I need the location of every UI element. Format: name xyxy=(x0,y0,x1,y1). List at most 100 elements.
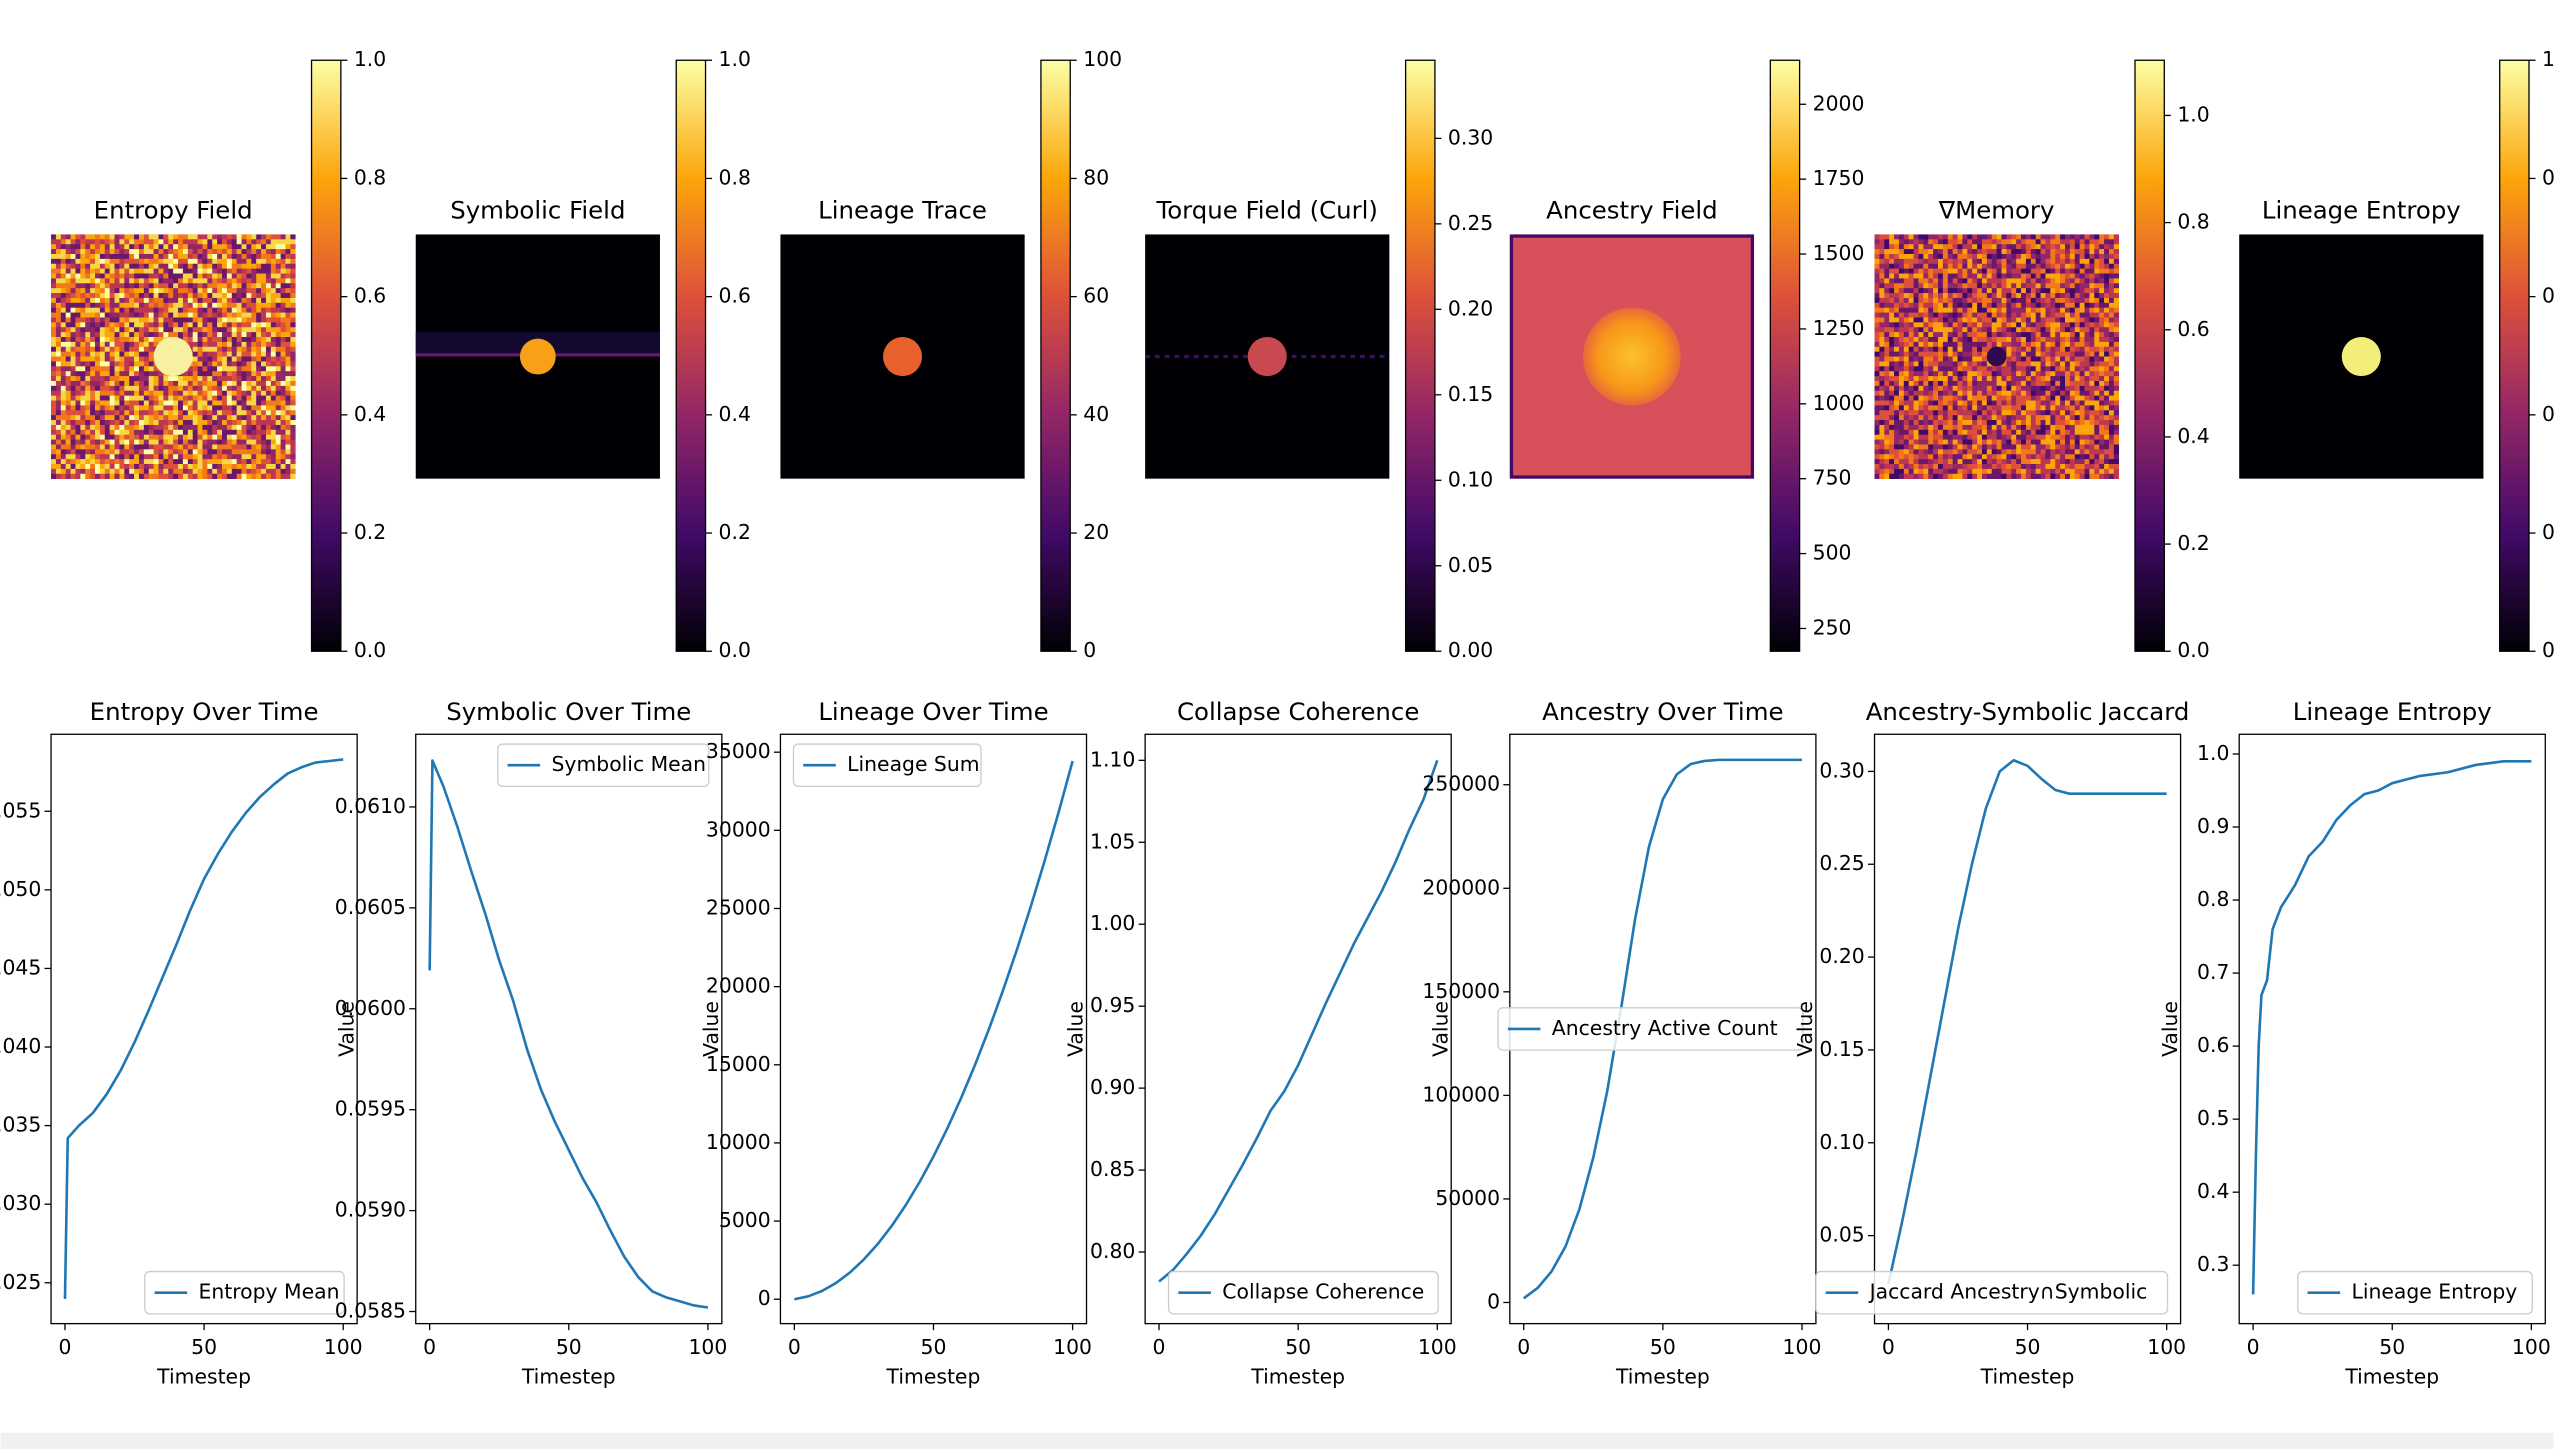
heatmap-cell xyxy=(1908,420,1914,426)
heatmap-cell xyxy=(270,468,277,475)
heatmap-cell xyxy=(2104,351,2110,357)
heatmap-cell xyxy=(138,273,145,279)
heatmap-cell xyxy=(265,468,272,475)
heatmap-cell xyxy=(212,341,218,348)
heatmap-cell xyxy=(99,376,106,382)
heatmap-cell xyxy=(85,410,91,416)
heatmap-cell xyxy=(1977,380,1983,387)
heatmap-cell xyxy=(221,400,228,406)
heatmap-cell xyxy=(197,459,203,465)
heatmap-cell xyxy=(246,356,252,362)
heatmap-cell xyxy=(2104,366,2110,372)
heatmap-cell xyxy=(2040,332,2046,338)
colorbar-tick-label: 0.8 xyxy=(354,165,386,189)
heatmap-cell xyxy=(114,410,120,416)
heatmap-cell xyxy=(114,332,120,338)
heatmap-cell xyxy=(280,283,286,289)
heatmap-cell xyxy=(119,454,125,460)
heatmap-cell xyxy=(99,317,106,323)
heatmap-cell xyxy=(1903,346,1910,352)
heatmap-cell xyxy=(2113,263,2120,269)
heatmap-cell xyxy=(1903,337,1910,343)
heatmap-cell xyxy=(1903,410,1910,416)
heatmap-cell xyxy=(241,459,247,465)
heatmap-cell xyxy=(207,278,213,284)
heatmap-cell xyxy=(221,464,228,470)
heatmap-cell xyxy=(236,253,242,260)
heatmap-cell xyxy=(1898,312,1905,318)
heatmap-cell xyxy=(163,278,169,284)
heatmap-cell xyxy=(70,258,76,265)
heatmap-cell xyxy=(197,410,203,416)
heatmap-cell xyxy=(124,468,130,475)
heatmap-cell xyxy=(236,459,242,465)
heatmap-cell xyxy=(114,356,120,362)
heatmap-cell xyxy=(1903,415,1910,421)
heatmap-cell xyxy=(124,283,130,289)
heatmap-cell xyxy=(158,273,164,279)
heatmap-cell xyxy=(217,293,223,299)
heatmap-cell xyxy=(2074,293,2080,299)
heatmap-cell xyxy=(143,332,150,338)
heatmap-cell xyxy=(124,410,130,416)
colorbar xyxy=(1769,59,1801,652)
heatmap-cell xyxy=(270,302,277,309)
heatmap-cell xyxy=(1972,444,1978,450)
heatmap-cell xyxy=(226,434,233,440)
heatmap-cell xyxy=(1889,263,1895,269)
heatmap-cell xyxy=(2104,390,2110,396)
heatmap-cell xyxy=(2113,371,2120,377)
heatmap-cell xyxy=(1918,410,1924,416)
heatmap-cell xyxy=(192,444,198,450)
heatmap-cell xyxy=(1996,410,2002,416)
heatmap-cell xyxy=(1928,439,1934,445)
heatmap-cell xyxy=(265,415,272,421)
heatmap-cell xyxy=(60,273,67,279)
heatmap-cell xyxy=(226,395,233,401)
heatmap-cell xyxy=(256,322,262,328)
heatmap-cell xyxy=(1879,420,1885,426)
heatmap-cell xyxy=(2069,258,2076,265)
heatmap-cell xyxy=(212,395,218,401)
heatmap-cell xyxy=(104,405,110,411)
heatmap-cell xyxy=(236,317,242,323)
heatmap-cell xyxy=(265,405,272,411)
heatmap-cell xyxy=(2006,380,2012,387)
heatmap-cell xyxy=(1913,454,1919,460)
heatmap-cell xyxy=(114,253,120,260)
heatmap-cell xyxy=(1986,312,1993,318)
heatmap-cell xyxy=(2108,371,2115,377)
heatmap-cell xyxy=(217,444,223,450)
heatmap-cell xyxy=(192,297,198,304)
heatmap-cell xyxy=(70,356,76,362)
heatmap-cell xyxy=(1879,376,1885,382)
heatmap-cell xyxy=(207,263,213,269)
heatmap-cell xyxy=(2035,278,2041,284)
heatmap-cell xyxy=(256,410,262,416)
heatmap-cell xyxy=(85,249,91,255)
heatmap-cell xyxy=(99,278,106,284)
heatmap-cell xyxy=(129,376,135,382)
heatmap-cell xyxy=(2099,273,2105,279)
heatmap-cell xyxy=(2045,415,2051,421)
heatmap-cell xyxy=(1991,429,1997,436)
heatmap-cell xyxy=(2064,449,2071,455)
heatmap-cell xyxy=(51,424,57,431)
heatmap-cell xyxy=(134,459,140,465)
heatmap-cell xyxy=(168,410,174,416)
heatmap-cell xyxy=(261,273,267,279)
heatmap-cell xyxy=(2074,371,2080,377)
heatmap-cell xyxy=(2030,356,2037,362)
heatmap-cell xyxy=(197,444,203,450)
heatmap-cell xyxy=(148,464,154,470)
heatmap-cell xyxy=(2094,356,2100,362)
heatmap-cell xyxy=(95,429,101,436)
heatmap-cell xyxy=(1903,424,1910,431)
heatmap-cell xyxy=(119,366,125,372)
heatmap-cell xyxy=(1991,385,1997,392)
heatmap-cell xyxy=(138,390,145,396)
heatmap-cell xyxy=(1889,400,1895,406)
heatmap-cell xyxy=(90,366,96,372)
heatmap-cell xyxy=(2011,293,2017,299)
heatmap-cell xyxy=(1967,351,1973,357)
